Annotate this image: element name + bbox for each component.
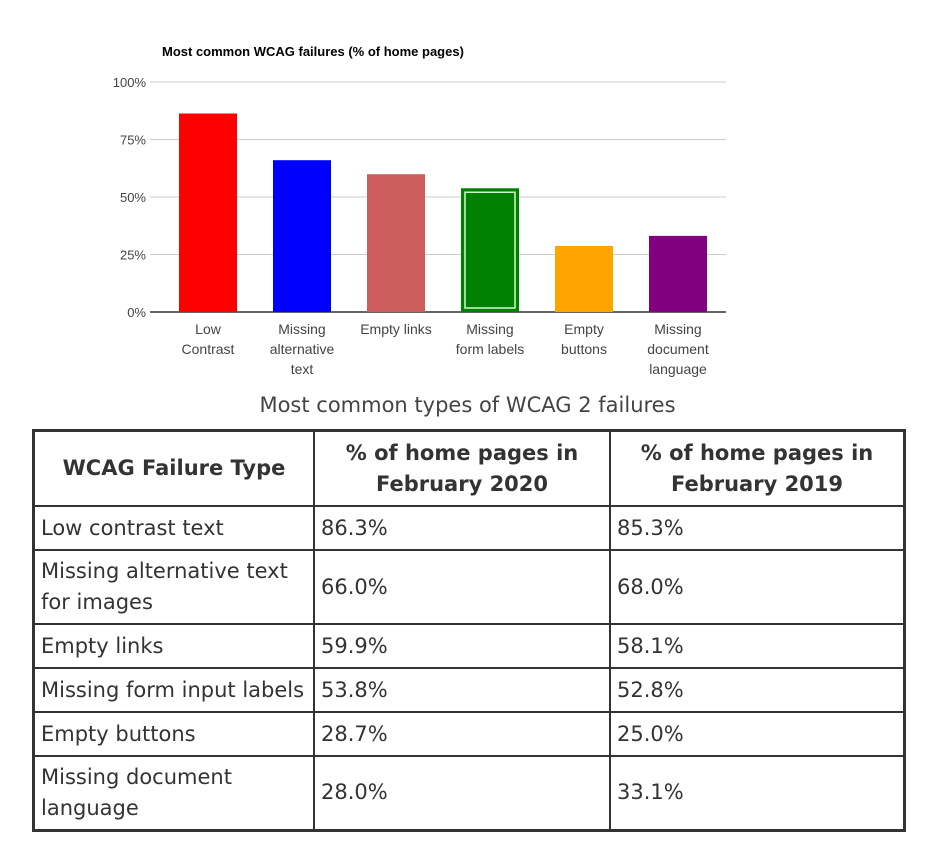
bar <box>461 188 519 312</box>
value-2020-cell: 59.9% <box>313 623 611 669</box>
y-tick-label: 0% <box>127 305 146 320</box>
x-tick-label: Missing <box>654 321 701 337</box>
x-tick-label: Contrast <box>182 341 235 357</box>
chart-title: Most common WCAG failures (% of home pag… <box>162 44 464 59</box>
value-2019-cell: 25.0% <box>609 711 906 757</box>
x-tick-label: Missing <box>278 321 325 337</box>
x-tick-label: form labels <box>456 341 524 357</box>
bar-highlight <box>464 191 516 309</box>
value-2020-cell: 66.0% <box>313 549 611 625</box>
bar <box>367 174 425 312</box>
table-row: Missing form input labels 53.8% 52.8% <box>32 667 906 713</box>
header-2020: % of home pages in February 2020 <box>313 429 611 507</box>
value-2020-cell: 53.8% <box>313 667 611 713</box>
value-2020-cell: 86.3% <box>313 505 611 551</box>
x-tick-label: Empty <box>564 321 604 337</box>
y-tick-label: 50% <box>120 190 146 205</box>
value-2019-cell: 85.3% <box>609 505 906 551</box>
value-2019-cell: 52.8% <box>609 667 906 713</box>
header-failure-type: WCAG Failure Type <box>32 429 315 507</box>
x-tick-label: language <box>649 361 707 377</box>
table-caption: Most common types of WCAG 2 failures <box>259 393 676 417</box>
table-row: Low contrast text 86.3% 85.3% <box>32 505 906 551</box>
x-tick-label: alternative <box>270 341 335 357</box>
value-2020-cell: 28.0% <box>313 755 611 831</box>
failure-type-cell: Missing alternative text for images <box>32 549 315 625</box>
value-2019-cell: 33.1% <box>609 755 906 831</box>
x-tick-label: Empty links <box>360 321 432 337</box>
table-row: Missing alternative text for images 66.0%… <box>32 549 906 625</box>
bar <box>273 160 331 312</box>
failure-type-cell: Missing form input labels <box>32 667 315 713</box>
header-2019: % of home pages in February 2019 <box>609 429 906 507</box>
failure-type-cell: Empty links <box>32 623 315 669</box>
failure-type-cell: Empty buttons <box>32 711 315 757</box>
bar-chart: Most common WCAG failures (% of home pag… <box>113 44 726 377</box>
x-tick-label: Low <box>195 321 222 337</box>
x-tick-label: buttons <box>561 341 607 357</box>
table-row: Empty links 59.9% 58.1% <box>32 623 906 669</box>
x-tick-label: document <box>647 341 709 357</box>
failure-type-cell: Low contrast text <box>32 505 315 551</box>
failures-table: WCAG Failure Type % of home pages in Feb… <box>32 429 906 832</box>
failure-type-cell: Missing document language <box>32 755 315 831</box>
x-tick-label: Missing <box>466 321 513 337</box>
y-tick-label: 75% <box>120 133 146 148</box>
bar <box>649 235 707 312</box>
table-row: Missing document language 28.0% 33.1% <box>32 755 906 831</box>
y-tick-label: 25% <box>120 248 146 263</box>
value-2019-cell: 58.1% <box>609 623 906 669</box>
y-tick-label: 100% <box>113 75 147 90</box>
value-2019-cell: 68.0% <box>609 549 906 625</box>
table-row: Empty buttons 28.7% 25.0% <box>32 711 906 757</box>
bar <box>555 245 613 312</box>
x-tick-label: text <box>291 361 314 377</box>
bar <box>179 113 237 312</box>
value-2020-cell: 28.7% <box>313 711 611 757</box>
